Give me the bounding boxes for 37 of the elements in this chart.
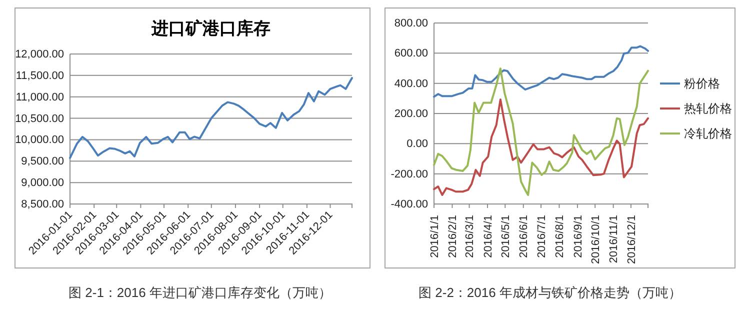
y-tick-label: 800.00 xyxy=(394,18,428,30)
x-tick-label: 2016/2/1 xyxy=(447,215,460,258)
chart-title: 进口矿港口库存 xyxy=(150,19,270,38)
y-tick-label: 10,000.00 xyxy=(15,134,64,146)
legend-label: 热轧价格 xyxy=(684,102,732,116)
x-tick-label: 2016/10/1 xyxy=(590,215,602,264)
line-series xyxy=(433,98,649,196)
y-tick-label: -400.00 xyxy=(390,198,428,211)
x-tick-label: 2016/6/1 xyxy=(518,215,530,258)
y-tick-label: 9,500.00 xyxy=(21,156,64,168)
y-tick-label: 200.00 xyxy=(394,108,428,120)
y-tick-label: -200.00 xyxy=(390,168,428,180)
x-tick-label: 2016/1/1 xyxy=(428,215,441,258)
x-tick-label: 2016/5/1 xyxy=(500,215,512,258)
y-tick-label: 11,000.00 xyxy=(16,91,64,104)
y-tick-label: 600.00 xyxy=(394,48,428,60)
x-tick-label: 2016/3/1 xyxy=(464,215,476,258)
y-tick-label: 0.00 xyxy=(406,138,428,150)
line-series xyxy=(433,68,649,196)
y-tick-label: 12,000.00 xyxy=(15,48,64,61)
y-tick-label: 8,500.00 xyxy=(21,198,64,211)
x-tick-label: 2016/7/1 xyxy=(536,215,548,258)
x-tick-label: 2016/8/1 xyxy=(554,215,566,258)
x-tick-label: 2016/11/1 xyxy=(608,215,620,264)
legend-label: 粉价格 xyxy=(684,76,720,90)
y-tick-label: 400.00 xyxy=(394,78,428,90)
line-series xyxy=(69,77,353,159)
legend-label: 冷轧价格 xyxy=(684,126,732,140)
line-series xyxy=(433,45,649,98)
x-tick-label: 2016/9/1 xyxy=(572,215,584,258)
y-tick-label: 11,500.00 xyxy=(16,70,64,82)
y-tick-label: 9,000.00 xyxy=(21,177,64,190)
caption: 图 2-2：2016 年成材与铁矿价格走势（万吨） xyxy=(418,285,682,300)
caption: 图 2-1：2016 年进口矿港口库存变化（万吨） xyxy=(68,285,332,300)
x-tick-label: 2016/12/1 xyxy=(626,215,638,264)
x-tick-label: 2016/4/1 xyxy=(482,215,494,258)
y-tick-label: 10,500.00 xyxy=(15,112,64,125)
